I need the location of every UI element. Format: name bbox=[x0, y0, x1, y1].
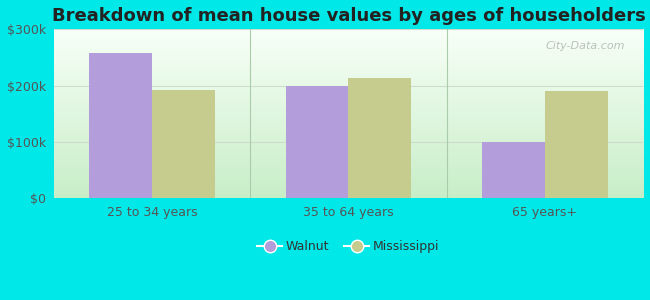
Bar bbox=[348, 78, 411, 198]
Bar bbox=[285, 85, 348, 198]
Title: Breakdown of mean house values by ages of householders: Breakdown of mean house values by ages o… bbox=[51, 7, 645, 25]
Bar bbox=[482, 142, 545, 198]
Legend: Walnut, Mississippi: Walnut, Mississippi bbox=[252, 235, 445, 258]
Text: City-Data.com: City-Data.com bbox=[546, 41, 625, 51]
Bar bbox=[152, 89, 215, 198]
Bar bbox=[545, 91, 608, 198]
Bar bbox=[89, 53, 152, 198]
